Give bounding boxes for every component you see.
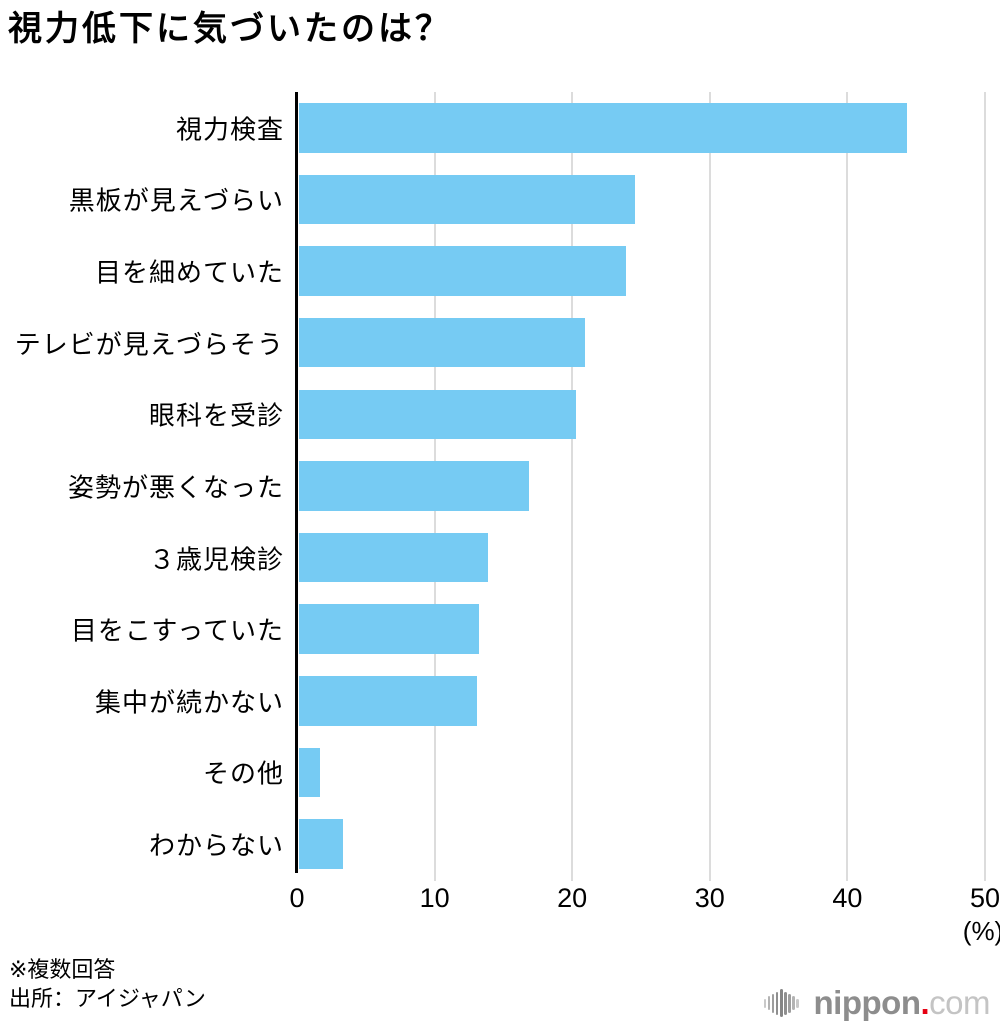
bar-6 (299, 532, 488, 583)
gridline-30 (708, 92, 711, 881)
nippon-logo: nippon.com (763, 983, 991, 1023)
bar-7 (299, 604, 480, 654)
category-label-5: 姿勢が悪くなった (67, 472, 284, 503)
logo-icon-bar (796, 998, 799, 1008)
category-label-1: 黒板が見えづらい (68, 185, 284, 216)
x-tick-label-20: 20 (557, 883, 588, 913)
logo-icon-bar (775, 991, 779, 1015)
logo-icon-bar (780, 989, 783, 1017)
x-tick-label-50: 50 (969, 883, 1000, 913)
bar-5 (299, 461, 529, 511)
logo-icon-bar (771, 993, 775, 1013)
logo-icon-bar (788, 993, 791, 1013)
footnote-block: ※複数回答 出所：アイジャパン (9, 955, 206, 1013)
category-label-10: わからない (148, 830, 284, 861)
x-tick-label-30: 30 (694, 883, 725, 913)
logo-icon-bar (784, 991, 787, 1015)
nippon-logo-text: nippon.com (813, 984, 991, 1021)
logo-icon-bar (767, 996, 771, 1010)
y-axis-line (295, 92, 298, 873)
category-label-9: その他 (202, 758, 284, 789)
bar-0 (299, 103, 908, 153)
bar-9 (299, 747, 320, 798)
axis-unit-label: (%) (962, 916, 1000, 946)
gridline-40 (846, 92, 849, 881)
sound-wave-bars-icon (763, 987, 801, 1019)
category-label-7: 目をこすっていた (70, 615, 284, 646)
source-label: 出所：アイジャパン (9, 986, 206, 1011)
bar-8 (299, 676, 477, 726)
gridline-50 (984, 92, 986, 881)
logo-icon-bar (792, 996, 795, 1010)
category-label-8: 集中が続かない (94, 687, 284, 718)
gridline-20 (571, 92, 574, 881)
footnote-multiple-answers: ※複数回答 (9, 957, 116, 982)
bar-4 (299, 389, 576, 440)
chart-title: 視力低下に気づいたのは？ (8, 10, 452, 48)
bar-10 (299, 819, 344, 869)
bar-2 (299, 246, 627, 296)
category-label-3: テレビが見えづらそう (14, 329, 284, 360)
x-tick-label-0: 0 (289, 883, 305, 913)
bar-1 (299, 174, 635, 225)
category-label-2: 目を細めていた (94, 257, 284, 288)
x-tick-label-40: 40 (832, 883, 863, 913)
category-axis: 視力検査黒板が見えづらい目を細めていたテレビが見えづらそう眼科を受診姿勢が悪くな… (0, 92, 284, 881)
category-label-4: 眼科を受診 (148, 400, 284, 431)
logo-icon-bar (763, 998, 767, 1008)
bar-3 (299, 317, 586, 368)
x-axis: (%) 0 10 20 30 40 50 (289, 883, 1000, 953)
bar-chart-plot-area (295, 92, 986, 881)
x-tick-label-10: 10 (419, 883, 450, 913)
logo-red-dot: . (920, 984, 930, 1021)
category-label-0: 視力検査 (175, 114, 284, 145)
category-label-6: ３歳児検診 (148, 544, 284, 575)
